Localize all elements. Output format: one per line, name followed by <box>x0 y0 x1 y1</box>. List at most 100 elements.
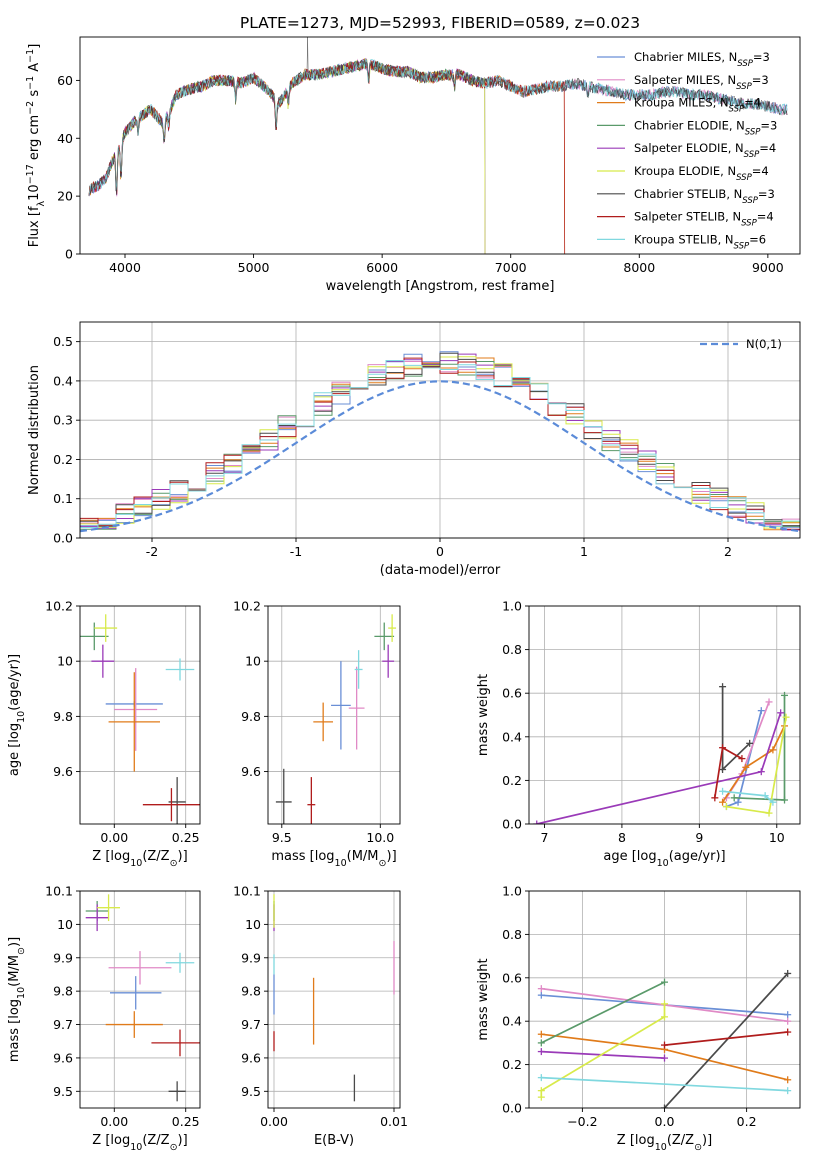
y-tick-label: 1.0 <box>502 599 522 614</box>
massweight-marker-4 <box>781 796 789 804</box>
errorbar-point-3 <box>313 702 334 742</box>
massweight-line-8 <box>664 1031 788 1046</box>
x-tick-label: 6000 <box>366 260 398 275</box>
axes-frame <box>528 605 801 825</box>
legend-entry-5: Salpeter ELODIE, NSSP=4 <box>634 141 776 160</box>
x-axis-label: E(B-V) <box>314 1133 354 1148</box>
axes-frame <box>79 890 201 1109</box>
massweight-marker-5 <box>661 1054 668 1062</box>
massweight-marker-3 <box>769 746 777 754</box>
plots-layer: 4000 5000 6000 7000 8000 90000204060wavelengt… <box>7 36 801 1153</box>
massweight-marker-8 <box>711 794 719 802</box>
massweight-marker-6 <box>537 1093 545 1101</box>
plot-area <box>85 894 200 1102</box>
y-tick-label: 10 <box>57 654 73 669</box>
y-axis-label: age [log10(age/yr)] <box>7 654 27 776</box>
panel-mass_vs_ebv: 0.00 0.01 9.5 9.6 9.7 9.8 9.9 10 10.1 E(B-V) <box>233 884 408 1149</box>
y-tick-label: 0.8 <box>502 642 522 657</box>
panel-mass_vs_Z: 0.00 0.25 9.5 9.6 9.7 9.8 9.9 10 10.1 Z [log10(Z/… <box>7 884 201 1153</box>
massweight-marker-6 <box>661 1013 668 1021</box>
x-tick-label: 5000 <box>238 260 270 275</box>
massweight-marker-6 <box>722 803 730 811</box>
errorbar-point-6 <box>94 614 118 642</box>
y-tick-label: 0.0 <box>53 531 73 546</box>
massweight-line-5 <box>541 1050 665 1059</box>
x-tick-label: 0.00 <box>100 1114 128 1129</box>
y-tick-label: 0.2 <box>502 773 522 788</box>
massweight-marker-2 <box>537 985 545 993</box>
y-tick-label: 9.5 <box>241 1084 261 1099</box>
y-tick-label: 20 <box>57 189 73 204</box>
y-axis-label: mass weight <box>476 674 491 756</box>
legend-entry-2: Salpeter MILES, NSSP=3 <box>634 73 769 92</box>
legend-entry-3: Kroupa MILES, NSSP=4 <box>634 96 761 115</box>
plot-area <box>80 351 800 538</box>
y-tick-label: 9.8 <box>53 709 73 724</box>
x-tick-label: 10.0 <box>366 830 394 845</box>
legend-entry-9: Kroupa STELIB, NSSP=6 <box>634 232 766 251</box>
y-tick-label: 9.6 <box>53 1050 73 1065</box>
x-tick-label: 9000 <box>752 260 784 275</box>
massweight-marker-8 <box>661 1041 668 1049</box>
massweight-marker-3 <box>537 1030 545 1038</box>
x-axis-label: mass [log10(M/M⊙)] <box>271 849 396 869</box>
y-tick-label: 10 <box>245 654 261 669</box>
x-tick-label: -1 <box>290 544 302 559</box>
x-tick-label: 7000 <box>495 260 527 275</box>
y-tick-label: 10.1 <box>233 884 261 899</box>
y-tick-label: 10.2 <box>45 599 73 614</box>
x-tick-label: 0.2 <box>737 1114 757 1129</box>
massweight-marker-1 <box>784 1011 792 1019</box>
x-tick-label: 2 <box>724 544 732 559</box>
massweight-marker-3 <box>719 798 727 806</box>
errorbar-point-9 <box>165 658 195 681</box>
massweight-marker-1 <box>757 707 765 715</box>
y-tick-label: 0.5 <box>53 334 73 349</box>
panel-massweight_vs_age: 7 8 9 10 0.0 0.2 0.4 0.6 0.8 1.0 age [log10(age/yr… <box>476 599 801 869</box>
legend-entry-4: Chabrier ELODIE, NSSP=3 <box>634 118 777 137</box>
residual-histogram-9 <box>80 360 800 538</box>
massweight-line-3 <box>721 725 786 803</box>
errorbar-point-1 <box>110 976 162 1010</box>
massweight-marker-2 <box>784 1017 792 1025</box>
axes-frame <box>267 605 401 825</box>
y-tick-label: 0.1 <box>53 491 73 506</box>
errorbar-point-8 <box>151 1029 200 1057</box>
y-axis-label: mass [log10(M/M⊙)] <box>7 937 27 1062</box>
spectrum-legend: Chabrier MILES, NSSP=3 Salpeter MILES, NS… <box>597 50 777 251</box>
errorbar-point-2 <box>108 951 172 985</box>
massweight-marker-6 <box>661 1000 668 1008</box>
y-tick-label: 9.6 <box>241 764 261 779</box>
y-tick-label: 9.7 <box>241 1017 261 1032</box>
plot-area <box>533 683 790 824</box>
massweight-marker-2 <box>765 698 773 706</box>
massweight-marker-8 <box>784 1028 792 1036</box>
massweight-marker-5 <box>537 1048 545 1056</box>
y-tick-label: 9.6 <box>241 1050 261 1065</box>
x-tick-label: 8 <box>618 830 626 845</box>
massweight-marker-3 <box>784 1076 792 1084</box>
y-tick-label: 9.8 <box>53 984 73 999</box>
massweight-marker-5 <box>757 768 765 776</box>
x-tick-label: 0.0 <box>655 1114 675 1129</box>
errorbar-point-4 <box>374 622 395 651</box>
panel-spectrum: 4000 5000 6000 7000 8000 9000 0 20 40 60 wavelengt… <box>25 36 801 294</box>
errorbar-point-6 <box>97 894 120 922</box>
x-tick-label: 0.25 <box>172 1114 200 1129</box>
massweight-marker-7 <box>661 1104 668 1108</box>
plot-area <box>88 37 788 254</box>
y-axis-label: Normed distribution <box>27 365 42 495</box>
x-axis-label: Z [log10(Z/Z⊙)] <box>92 849 187 869</box>
errorbar-point-8 <box>142 788 200 822</box>
x-tick-label: 9.5 <box>272 830 292 845</box>
x-tick-label: 0 <box>436 544 444 559</box>
y-tick-label: 1.0 <box>502 884 522 899</box>
plot-area <box>537 969 792 1108</box>
x-tick-label: 0.00 <box>100 830 128 845</box>
x-tick-label: 10 <box>769 830 785 845</box>
errorbar-point-2 <box>348 666 365 750</box>
x-tick-label: 8000 <box>623 260 655 275</box>
massweight-line-4 <box>540 981 665 1044</box>
plot-area <box>273 894 395 1102</box>
